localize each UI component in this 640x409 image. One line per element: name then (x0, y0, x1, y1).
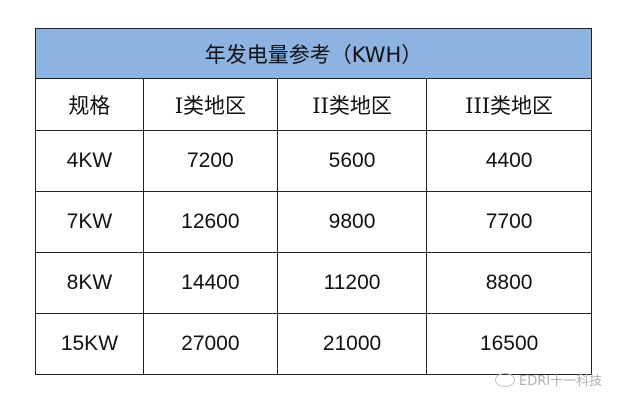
table-cell: 7700 (426, 191, 592, 253)
wechat-icon (495, 372, 515, 387)
table-cell: 21000 (276, 313, 428, 375)
table-cell: 4KW (35, 130, 144, 192)
watermark: EDRI十一科技 (495, 370, 602, 389)
table-cell: 11200 (276, 252, 428, 314)
table-row: 8KW 14400 11200 8800 (35, 252, 592, 314)
table-cell: 14400 (142, 252, 278, 314)
table-row: 4KW 7200 5600 4400 (35, 130, 592, 192)
header-cell: 规格 (35, 78, 144, 131)
header-cell: I类地区 (142, 78, 278, 131)
header-row: 规格 I类地区 II类地区 III类地区 (35, 78, 592, 131)
table-cell: 4400 (426, 130, 592, 192)
table-cell: 27000 (142, 313, 278, 375)
table-row: 15KW 27000 21000 16500 (35, 313, 592, 375)
table-cell: 16500 (426, 313, 592, 375)
table-cell: 12600 (142, 191, 278, 253)
header-cell: III类地区 (426, 78, 592, 131)
table-cell: 8800 (426, 252, 592, 314)
watermark-text: EDRI十一科技 (519, 374, 603, 389)
header-cell: II类地区 (276, 78, 428, 131)
table-cell: 7200 (142, 130, 278, 192)
table-cell: 5600 (276, 130, 428, 192)
table-cell: 8KW (35, 252, 144, 314)
table-cell: 15KW (35, 313, 144, 375)
table-cell: 9800 (276, 191, 428, 253)
table-title: 年发电量参考（KWH） (35, 28, 592, 79)
table-cell: 7KW (35, 191, 144, 253)
table-row: 7KW 12600 9800 7700 (35, 191, 592, 253)
generation-table: 年发电量参考（KWH） 规格 I类地区 II类地区 III类地区 4KW 720… (35, 28, 592, 375)
